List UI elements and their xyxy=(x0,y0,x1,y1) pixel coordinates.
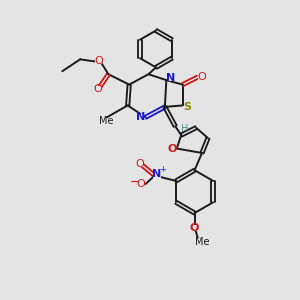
FancyBboxPatch shape xyxy=(184,103,191,110)
Text: O: O xyxy=(197,72,206,82)
FancyBboxPatch shape xyxy=(137,181,144,188)
FancyBboxPatch shape xyxy=(169,146,176,153)
Text: O: O xyxy=(93,84,102,94)
Text: Me: Me xyxy=(99,116,114,126)
Text: Me: Me xyxy=(195,236,210,247)
FancyBboxPatch shape xyxy=(198,73,205,80)
FancyBboxPatch shape xyxy=(197,238,208,245)
FancyBboxPatch shape xyxy=(191,225,198,231)
FancyBboxPatch shape xyxy=(94,85,101,92)
Text: N: N xyxy=(166,73,175,83)
Text: O: O xyxy=(94,56,103,66)
FancyBboxPatch shape xyxy=(101,118,112,124)
FancyBboxPatch shape xyxy=(167,75,174,81)
Text: +: + xyxy=(159,165,166,174)
FancyBboxPatch shape xyxy=(136,161,143,167)
FancyBboxPatch shape xyxy=(154,171,160,178)
Text: O: O xyxy=(168,144,177,154)
Text: O: O xyxy=(190,223,199,233)
Text: H: H xyxy=(182,124,189,134)
Text: O: O xyxy=(135,159,144,169)
Text: N: N xyxy=(136,112,145,122)
Text: N: N xyxy=(152,169,162,179)
Text: O: O xyxy=(136,179,145,190)
FancyBboxPatch shape xyxy=(95,58,102,64)
Text: S: S xyxy=(184,102,192,112)
FancyBboxPatch shape xyxy=(136,114,144,121)
Text: −: − xyxy=(130,176,141,189)
